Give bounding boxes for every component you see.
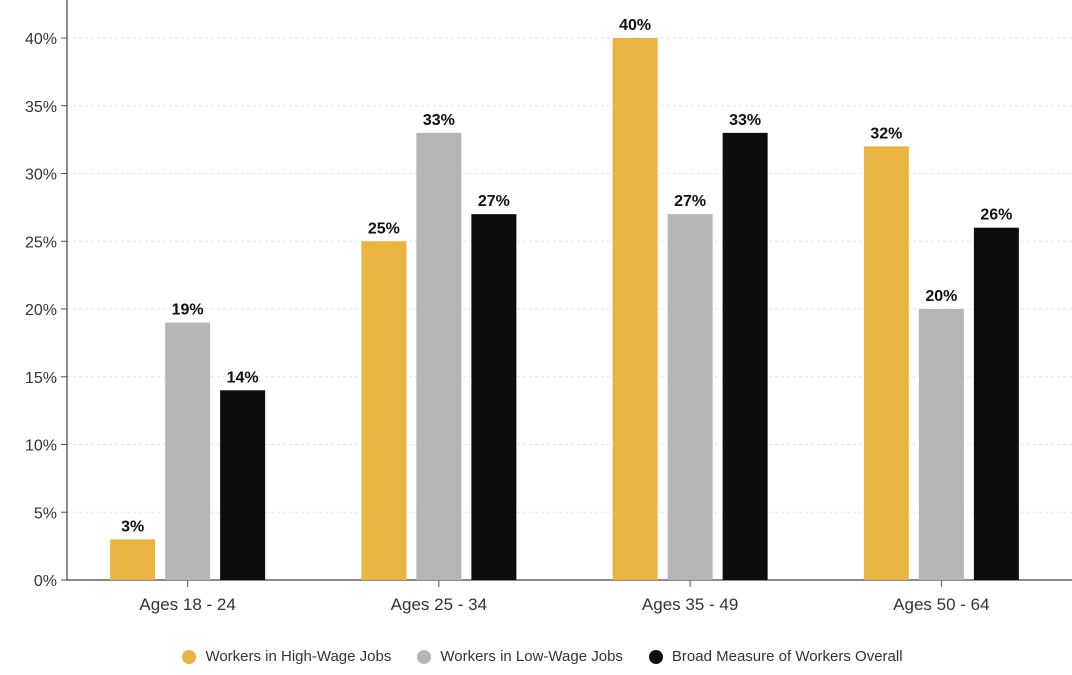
y-tick-label: 0%	[34, 573, 57, 590]
y-tick-label: 35%	[25, 99, 57, 116]
legend-swatch	[182, 649, 197, 664]
bar	[863, 146, 909, 580]
category-label: Ages 50 - 64	[893, 595, 989, 614]
bar-value-label: 33%	[729, 112, 761, 129]
legend-label: Workers in Low-Wage Jobs	[440, 648, 623, 665]
category-label: Ages 25 - 34	[391, 595, 487, 614]
bar	[361, 241, 407, 580]
bar	[416, 132, 462, 580]
bar-value-label: 32%	[870, 125, 902, 142]
bar-value-label: 33%	[423, 112, 455, 129]
category-label: Ages 18 - 24	[139, 595, 235, 614]
y-tick-label: 15%	[25, 370, 57, 387]
bar	[667, 214, 713, 580]
bar	[722, 132, 768, 580]
y-tick-label: 5%	[34, 505, 57, 522]
category-label: Ages 35 - 49	[642, 595, 738, 614]
bar-value-label: 3%	[121, 518, 144, 535]
bar-value-label: 20%	[925, 288, 957, 305]
y-tick-label: 25%	[25, 234, 57, 251]
legend-label: Broad Measure of Workers Overall	[671, 648, 903, 665]
bar-value-label: 27%	[674, 193, 706, 210]
y-tick-label: 20%	[25, 302, 57, 319]
bar	[165, 322, 211, 580]
y-tick-label: 30%	[25, 167, 57, 184]
bar	[471, 214, 517, 580]
bar	[220, 390, 266, 580]
bar-value-label: 14%	[227, 369, 259, 386]
bar-value-label: 27%	[478, 193, 510, 210]
bars	[110, 38, 1019, 580]
bar	[973, 227, 1019, 580]
legend: Workers in High-Wage Jobs Workers in Low-…	[0, 648, 1072, 665]
bar-value-label: 40%	[619, 17, 651, 34]
legend-swatch	[417, 649, 432, 664]
bar-chart: 0% 5% 10% 15% 20% 25% 30% 35% 40% Ages 18 - 24 Age…	[25, 0, 1072, 614]
legend-swatch	[648, 649, 663, 664]
bar-value-label: 19%	[172, 302, 204, 319]
bar-value-label: 26%	[980, 207, 1012, 224]
y-tick-label: 10%	[25, 438, 57, 455]
bar-value-label: 25%	[368, 220, 400, 237]
legend-item: Workers in High-Wage Jobs	[182, 648, 391, 665]
data-labels: 3% 19% 14% 25% 33% 27% 40% 27% 33% 32% 20% 26%	[121, 17, 1012, 535]
bar	[110, 539, 156, 580]
axes: 0% 5% 10% 15% 20% 25% 30% 35% 40% Ages 18 - 24 Age…	[25, 0, 1072, 614]
bar	[918, 309, 964, 580]
legend-item: Broad Measure of Workers Overall	[648, 648, 903, 665]
y-tick-label: 40%	[25, 31, 57, 48]
legend-label: Workers in High-Wage Jobs	[205, 648, 392, 665]
bar	[612, 38, 658, 580]
legend-item: Workers in Low-Wage Jobs	[417, 648, 623, 665]
